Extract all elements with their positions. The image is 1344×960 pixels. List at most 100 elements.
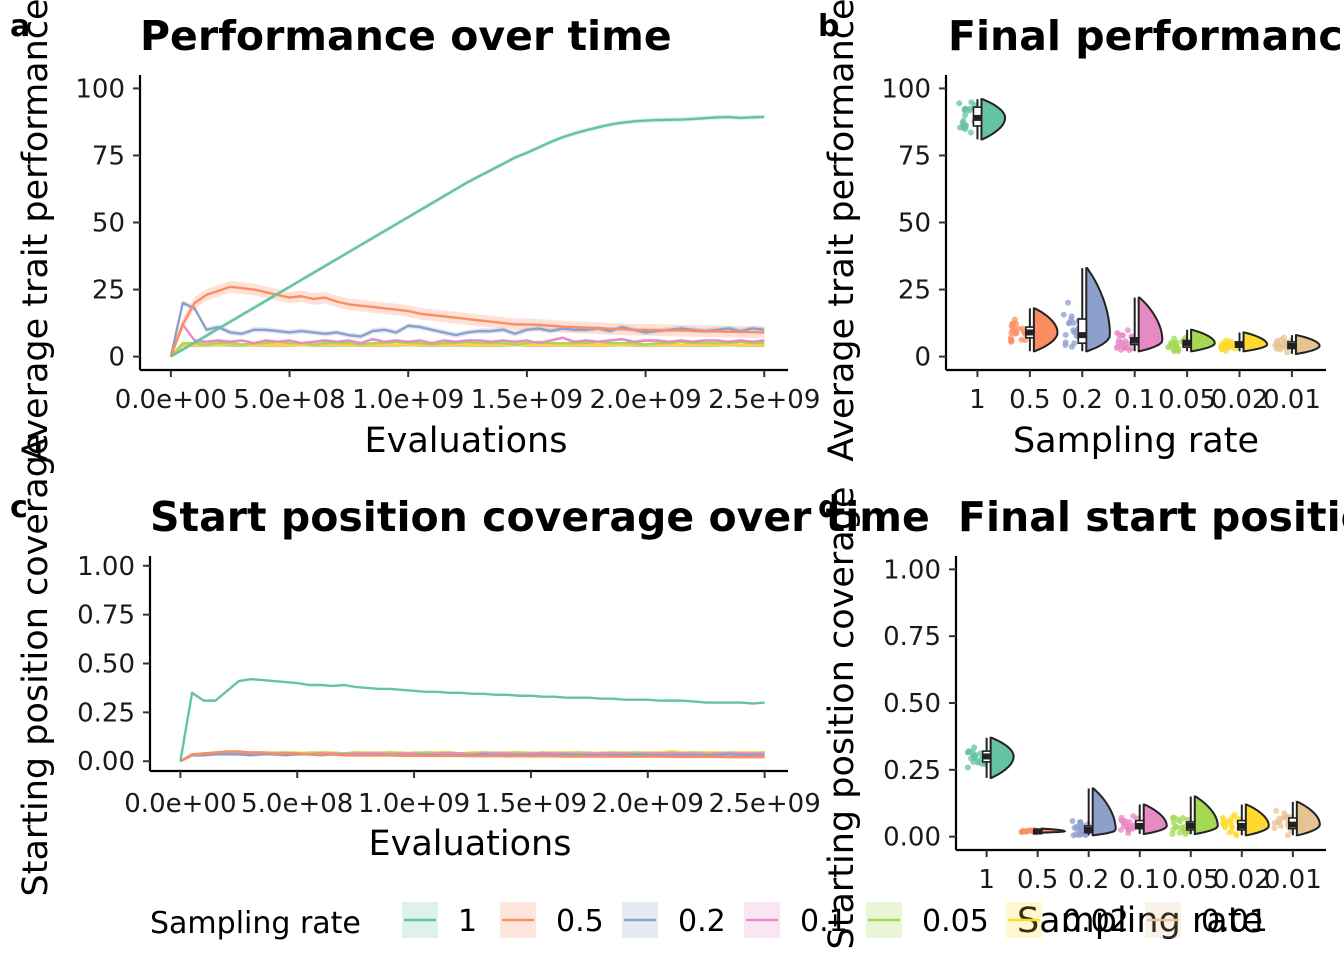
jitter-point-1 [960,117,967,124]
jitter-point-1 [968,755,975,762]
panel-d: d Final start position coverage Starting… [818,487,1344,950]
jitter-point-0.05 [1169,830,1176,837]
x-tick-label-c: 1.5e+09 [475,789,587,819]
y-tick-label-d: 0.00 [883,823,941,853]
y-tick-label-d: 1.00 [883,555,941,585]
jitter-point-0.01 [1284,832,1291,839]
series-line-1 [179,677,765,762]
jitter-point-0.05 [1171,814,1178,821]
jitter-point-0.01 [1281,338,1288,345]
jitter-point-0.5 [1008,338,1015,345]
y-tick-label-b: 100 [881,74,931,104]
series-band-1 [180,678,765,762]
median-0.1 [1130,337,1140,344]
median-0.5 [1033,828,1043,835]
jitter-point-0.1 [1124,327,1131,334]
median-0.2 [1077,332,1087,339]
violin-0.02 [1242,331,1269,353]
jitter-point-0.1 [1130,813,1137,820]
median-0.05 [1186,822,1196,829]
jitter-point-0.02 [1223,819,1230,826]
x-tick-label-b: 0.05 [1158,385,1216,415]
jitter-point-1 [975,758,982,765]
violin-0.01 [1295,800,1321,837]
panel-title-a: Performance over time [140,12,672,60]
violin-0.01 [1294,334,1321,355]
x-tick-label-b: 1 [969,385,986,415]
panel-a: a Performance over time Evaluations Aver… [10,0,820,462]
median-0.1 [1135,822,1145,829]
jitter-point-0.5 [1013,320,1020,327]
jitter-point-0.5 [1018,336,1025,343]
series-line-0.5 [169,285,765,358]
y-tick-label-a: 25 [92,276,125,306]
panel-tag-c: c [10,490,28,525]
violin-0.5 [1032,307,1059,353]
x-tick-label-b: 0.5 [1009,385,1050,415]
series-line-0.05 [169,340,765,358]
y-tick-label-c: 0.00 [77,747,135,777]
y-tick-label-a: 0 [108,343,125,373]
median-0.02 [1235,341,1245,348]
jitter-point-1 [964,749,971,756]
legend: Sampling rate 1 0.5 0.2 0.1 0.05 0.02 0.01 [150,902,1268,941]
jitter-point-0.2 [1071,340,1078,347]
jitter-point-0.01 [1274,337,1281,344]
x-tick-label-a: 5.0e+08 [233,385,345,415]
legend-label-1: 1 [458,904,477,939]
y-tick-label-c: 0.50 [77,650,135,680]
median-0.2 [1084,826,1094,833]
jitter-point-0.1 [1114,329,1121,336]
jitter-point-0.05 [1180,826,1187,833]
jitter-point-0.01 [1276,818,1283,825]
x-tick-label-a: 2.0e+09 [589,385,701,415]
jitter-point-0.1 [1117,826,1124,833]
jitter-point-0.2 [1062,331,1069,338]
x-tick-label-d: 0.01 [1264,865,1322,895]
series-line-0.1 [169,323,765,358]
jitter-point-0.5 [1023,828,1030,835]
jitter-point-0.02 [1217,344,1224,351]
legend-label-0.2: 0.2 [678,904,726,939]
jitter-point-0.01 [1281,810,1288,817]
jitter-point-0.01 [1271,824,1278,831]
jitter-point-1 [971,101,978,108]
series-line-0.5 [179,750,765,763]
x-tick-label-c: 2.0e+09 [592,789,704,819]
x-tick-label-a: 1.5e+09 [471,385,583,415]
x-tick-label-b: 0.1 [1114,385,1155,415]
jitter-point-0.5 [1015,325,1022,332]
jitter-point-1 [960,123,967,130]
jitter-point-1 [967,129,974,136]
jitter-point-0.2 [1062,339,1069,346]
jitter-point-0.2 [1070,320,1077,327]
violin-0.05 [1190,328,1216,353]
x-tick-label-c: 2.5e+09 [709,789,821,819]
jitter-point-0.5 [1008,329,1015,336]
jitter-point-1 [964,764,971,771]
jitter-point-0.1 [1119,817,1126,824]
x-tick-label-c: 1.0e+09 [358,789,470,819]
series-line-0.01 [170,344,765,358]
x-tick-label-a: 1.0e+09 [352,385,464,415]
violin-1 [989,736,1015,779]
violin-0.2 [1091,787,1117,837]
median-0.01 [1287,342,1297,349]
x-axis-label-d: Sampling rate [1017,901,1263,941]
jitter-point-0.1 [1125,826,1132,833]
jitter-point-0.2 [1065,299,1072,306]
legend-keys: 1 0.5 0.2 0.1 0.05 0.02 0.01 [402,902,1268,939]
panel-tag-b: b [818,9,839,44]
x-tick-label-c: 0.0e+00 [124,789,236,819]
panel-tag-d: d [818,490,839,525]
x-tick-label-c: 5.0e+08 [241,789,353,819]
jitter-point-0.2 [1071,824,1078,831]
y-axis-label-c: Starting position coverage [16,434,56,897]
panel-tag-a: a [10,9,30,44]
x-axis-label-c: Evaluations [369,824,572,864]
panel-title-c: Start position coverage over time [150,493,930,541]
x-tick-label-a: 2.5e+09 [708,385,820,415]
x-tick-label-d: 1 [978,865,995,895]
jitter-point-0.2 [1066,320,1073,327]
legend-label-0.02: 0.02 [1062,904,1129,939]
